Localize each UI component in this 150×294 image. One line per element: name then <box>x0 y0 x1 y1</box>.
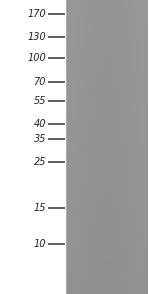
Text: 10: 10 <box>33 239 46 249</box>
Text: 25: 25 <box>33 157 46 167</box>
Text: 70: 70 <box>33 77 46 87</box>
Text: 40: 40 <box>33 119 46 129</box>
Bar <box>0 0 65 294</box>
Text: 35: 35 <box>33 134 46 144</box>
Text: 55: 55 <box>33 96 46 106</box>
Text: 130: 130 <box>27 32 46 42</box>
Text: 100: 100 <box>27 53 46 63</box>
Text: 170: 170 <box>27 9 46 19</box>
Text: 15: 15 <box>33 203 46 213</box>
